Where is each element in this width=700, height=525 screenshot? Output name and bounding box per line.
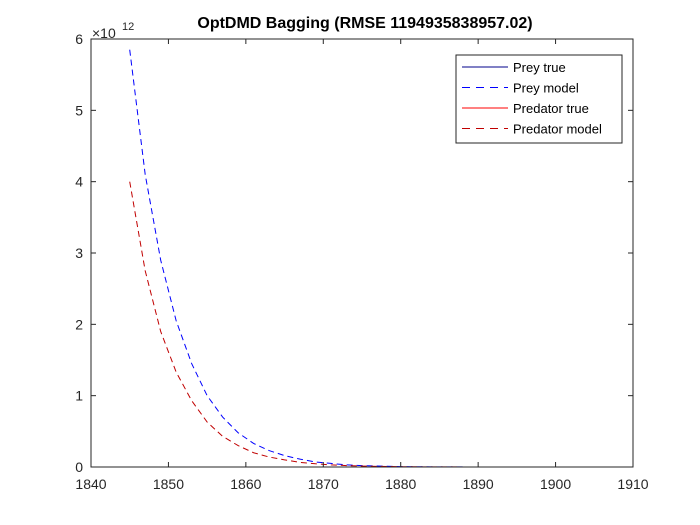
series-line-predator-model [129, 181, 579, 468]
axes: 1840 1850 1860 1870 1880 1890 1900 1910 0 1 2 3 4 5 6 [75, 31, 649, 492]
x-tick-label: 1870 [308, 476, 339, 492]
y-tick-label: 3 [75, 245, 83, 261]
y-tick-label: 6 [75, 31, 83, 47]
chart-title: OptDMD Bagging (RMSE 1194935838957.02) [197, 15, 532, 32]
y-tick-label: 2 [75, 316, 83, 332]
y-exponent-power: 12 [122, 21, 134, 33]
legend: Prey true Prey model Predator true Predator… [455, 54, 623, 144]
x-tick-label: 1890 [463, 476, 494, 492]
legend-label-predator-true: Predator true [513, 101, 589, 116]
x-tick-label: 1860 [230, 476, 261, 492]
x-tick-label: 1910 [617, 476, 648, 492]
x-tick-label: 1850 [153, 476, 184, 492]
x-tick-label: 1900 [540, 476, 571, 492]
y-tick-label: 1 [75, 388, 83, 404]
x-tick-label: 1880 [385, 476, 416, 492]
x-tick-label: 1840 [75, 476, 106, 492]
legend-label-prey-model: Prey model [513, 81, 579, 96]
legend-label-prey-true: Prey true [513, 60, 566, 75]
y-tick-label: 5 [75, 102, 83, 118]
y-axis-exponent: ×10 12 [92, 21, 134, 41]
y-exponent-base: ×10 [92, 25, 116, 41]
y-tick-label: 4 [75, 174, 83, 190]
legend-label-predator-model: Predator model [513, 122, 602, 137]
y-tick-label: 0 [75, 459, 83, 475]
